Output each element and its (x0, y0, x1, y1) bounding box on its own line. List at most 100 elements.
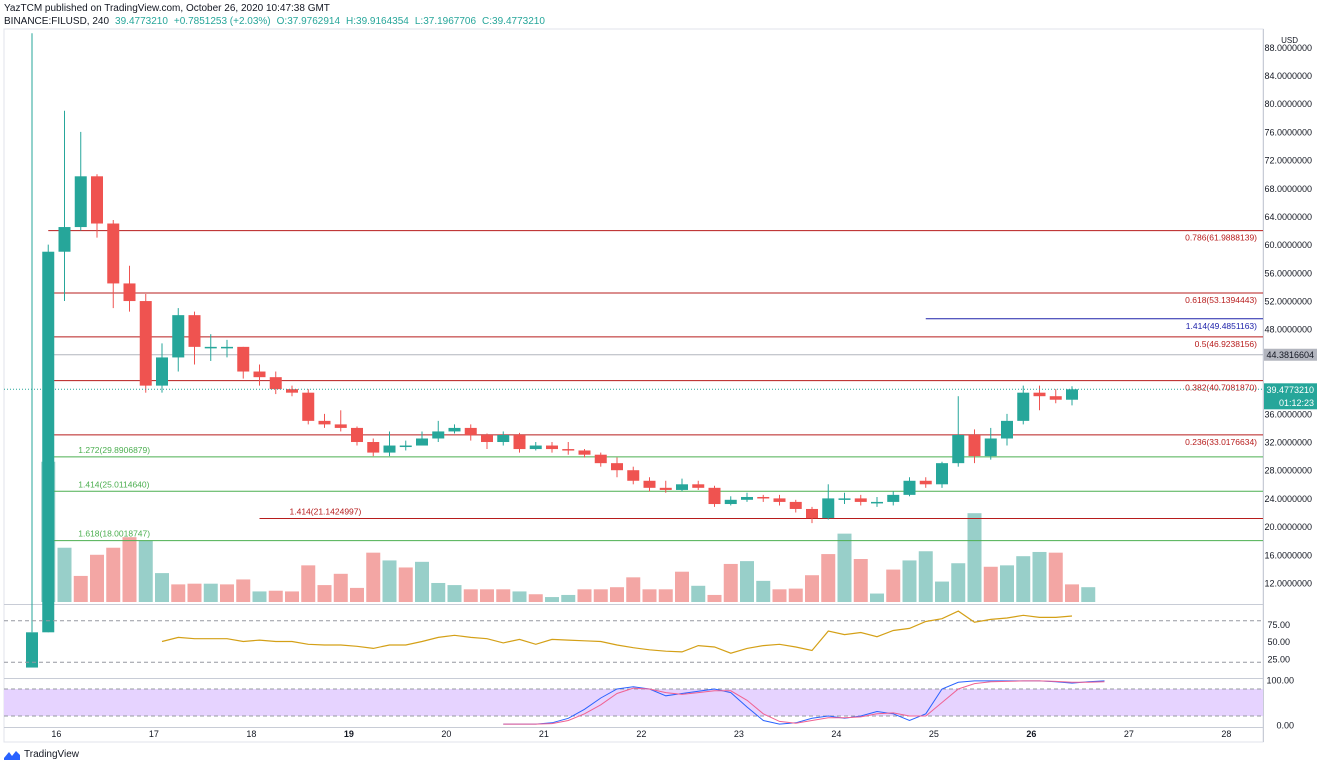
footer-brand: TradingView (24, 749, 80, 760)
volume-bar (707, 594, 722, 602)
candle-body (58, 227, 71, 252)
candle-body (448, 427, 461, 432)
volume-bar (545, 597, 559, 602)
candle-body (334, 424, 347, 428)
volume-bar (902, 560, 917, 602)
volume-bar (951, 563, 966, 602)
candle-body (773, 498, 786, 502)
volume-bar (236, 579, 251, 602)
fib-level-label: 1.618(18.0018747) (78, 529, 150, 539)
stoch-d-line (503, 680, 1105, 725)
volume-bar (220, 584, 234, 602)
volume-bar (1000, 565, 1014, 602)
candle-body (74, 176, 87, 228)
volume-bar (122, 537, 137, 602)
volume-bar (431, 582, 446, 602)
volume-bar (642, 589, 657, 602)
volume-bar (398, 567, 413, 602)
candle-body (139, 301, 152, 386)
candle-body (432, 431, 445, 439)
y-tick-label: 56.0000000 (1264, 268, 1312, 278)
volume-bar (382, 560, 397, 602)
volume-bar (610, 587, 624, 602)
x-tick-label: 20 (441, 729, 451, 739)
candle-body (367, 442, 380, 453)
y-tick-label: 32.0000000 (1264, 438, 1312, 448)
y-tick-label: 60.0000000 (1264, 240, 1312, 250)
rsi-line (161, 610, 1073, 654)
volume-bar (935, 581, 949, 602)
fib-level-label: 0.786(61.9888139) (1185, 233, 1257, 243)
fib-level-label: 0.382(40.7081870) (1185, 383, 1257, 393)
volume-bar (1016, 556, 1031, 602)
y-tick-label: 48.0000000 (1264, 325, 1312, 335)
candle-body (952, 434, 965, 464)
open-value: O:37.9762914 (276, 16, 341, 27)
volume-bar (561, 594, 576, 602)
candle-body (91, 176, 103, 224)
candle-body (903, 480, 916, 495)
countdown-label: 01:12:23 (1279, 398, 1314, 408)
candle-body (919, 480, 932, 485)
candle-body (302, 392, 315, 421)
volume-bar (252, 591, 267, 602)
publisher-line: YazTCM published on TradingView.com, Oct… (4, 3, 330, 14)
volume-bar (90, 554, 104, 602)
volume-bar (496, 589, 511, 602)
y-tick-label: 20.0000000 (1264, 522, 1312, 532)
volume-bar (691, 585, 706, 602)
x-tick-label: 28 (1221, 729, 1231, 739)
volume-bar (106, 547, 121, 602)
candle-body (318, 420, 331, 425)
candle-body (741, 496, 753, 500)
volume-bar (138, 540, 153, 602)
volume-bar (350, 587, 364, 602)
rsi-tick-label: 75.00 (1267, 620, 1290, 630)
candle-body (107, 223, 120, 284)
candle-body (172, 315, 185, 358)
volume-bar (853, 559, 868, 602)
candle-body (253, 371, 266, 378)
stoch-k-line (503, 680, 1105, 725)
volume-bar (658, 589, 673, 602)
candle-body (887, 494, 900, 502)
volume-bar (57, 547, 72, 602)
y-tick-label: 64.0000000 (1264, 212, 1312, 222)
candle-body (936, 463, 948, 485)
candle-body (383, 445, 396, 453)
y-tick-label: 36.0000000 (1264, 409, 1312, 419)
footer: TradingView (4, 749, 79, 760)
x-tick-label: 17 (149, 729, 159, 739)
volume-bar (577, 589, 592, 602)
volume-bar (772, 589, 787, 602)
candle-body (546, 445, 558, 450)
volume-bar (675, 571, 689, 602)
candle-body (724, 499, 737, 505)
candle-body (399, 445, 412, 448)
candle-body (416, 438, 428, 446)
volume-bar (366, 552, 381, 602)
candle-body (529, 445, 542, 450)
volume-bar (870, 593, 884, 602)
candle-body (692, 484, 705, 488)
fib-level-label: 0.5(46.9238156) (1195, 339, 1258, 349)
volume-bar (155, 573, 169, 602)
candle-body (26, 632, 38, 668)
candle-body (789, 501, 802, 509)
x-tick-label: 16 (51, 729, 61, 739)
candle-body (643, 480, 656, 488)
candle-body (269, 377, 282, 390)
symbol-name[interactable]: BINANCE:FILUSD, 240 (4, 16, 110, 27)
volume-bar (203, 583, 218, 602)
candle-body (497, 434, 510, 443)
fib-level-label: 1.414(49.4851163) (1186, 321, 1257, 331)
volume-bar (1065, 584, 1079, 602)
candle-body (594, 454, 607, 464)
fib-level-label: 0.618(53.1394443) (1185, 295, 1257, 305)
y-tick-label: 16.0000000 (1264, 550, 1312, 560)
candle-body (513, 434, 526, 450)
volume-bar (1081, 587, 1096, 602)
x-tick-label: 23 (734, 729, 744, 739)
symbol-bar: BINANCE:FILUSD, 240 39.4773210 +0.7851253 … (4, 15, 551, 28)
